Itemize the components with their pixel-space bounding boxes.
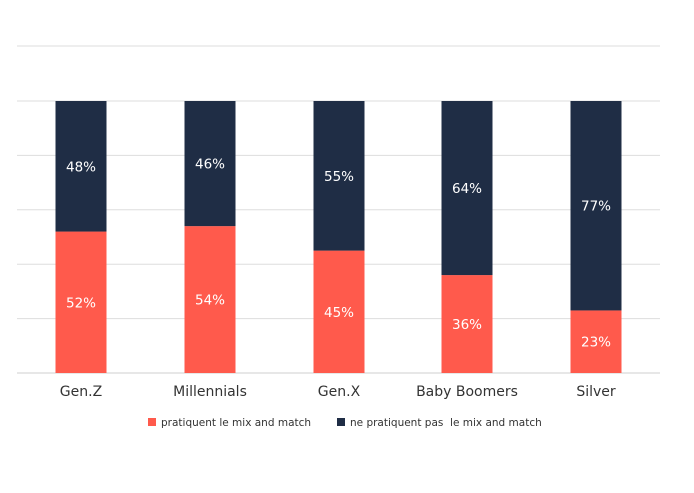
bar-segment [55,231,107,373]
bar-labels: 52% 48% 54% 46% 45% 55% 36% 64% 23% 77% [66,157,611,351]
category-label: Gen.X [318,384,361,400]
bar-segment [441,101,493,276]
bar-segment [313,101,365,251]
bar-segment [441,275,493,373]
data-label: 64% [452,181,482,197]
data-label: 55% [324,169,354,185]
data-label: 36% [452,317,482,333]
legend: pratiquent le mix and match ne pratiquent… [148,417,542,429]
data-label: 52% [66,295,96,311]
bar-segment [570,310,622,373]
bar-segment [570,101,622,311]
bars [55,101,622,373]
bar-segment [55,101,107,232]
data-label: 45% [324,305,354,321]
category-label: Baby Boomers [416,384,518,400]
legend-label: ne pratiquent pas le mix and match [350,417,542,429]
data-label: 77% [581,199,611,215]
legend-label: pratiquent le mix and match [161,417,311,429]
data-label: 23% [581,335,611,351]
bar-segment [184,226,236,373]
bar-segment [184,101,236,227]
category-label: Silver [576,384,616,400]
data-label: 54% [195,293,225,309]
bar-segment [313,250,365,373]
data-label: 46% [195,157,225,173]
legend-swatch [337,418,345,426]
legend-swatch [148,418,156,426]
category-labels: Gen.Z Millennials Gen.X Baby Boomers Silver [60,384,616,400]
data-label: 48% [66,159,96,175]
category-label: Gen.Z [60,384,102,400]
category-label: Millennials [173,384,247,400]
